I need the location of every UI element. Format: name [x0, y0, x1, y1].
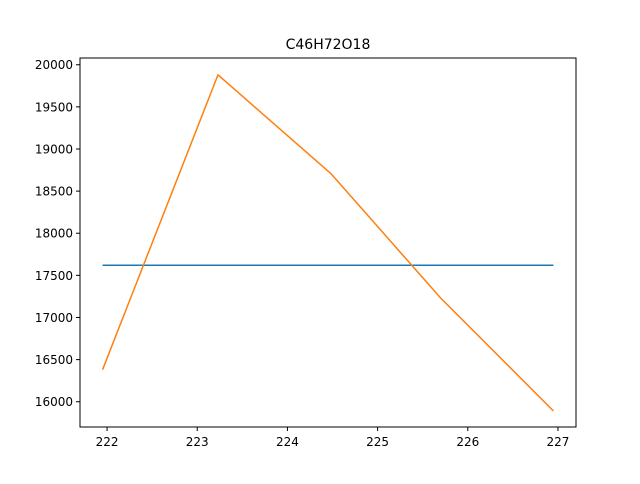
y-tick-label: 19500	[35, 100, 73, 114]
x-tick-label: 223	[186, 435, 209, 449]
x-tick-label: 227	[547, 435, 570, 449]
x-tick-label: 226	[456, 435, 479, 449]
x-tick-label: 225	[366, 435, 389, 449]
y-tick-label: 20000	[35, 58, 73, 72]
series-line-2	[101, 74, 554, 412]
y-tick-label: 18500	[35, 185, 73, 199]
x-tick-label: 222	[96, 435, 119, 449]
y-tick-label: 16500	[35, 353, 73, 367]
y-tick-label: 18000	[35, 227, 73, 241]
plot-area	[101, 74, 554, 412]
x-tick-label: 224	[276, 435, 299, 449]
plot-frame	[79, 57, 577, 428]
y-axis: 16000 16500 17000 17500 18000 18500 19000 19500…	[35, 58, 80, 409]
y-tick-label: 19000	[35, 142, 73, 156]
y-tick-label: 16000	[35, 395, 73, 409]
chart-title: C46H72O18	[286, 37, 371, 53]
x-axis: 222 223 224 225 226 227	[96, 427, 570, 449]
y-tick-label: 17500	[35, 269, 73, 283]
y-tick-label: 17000	[35, 311, 73, 325]
